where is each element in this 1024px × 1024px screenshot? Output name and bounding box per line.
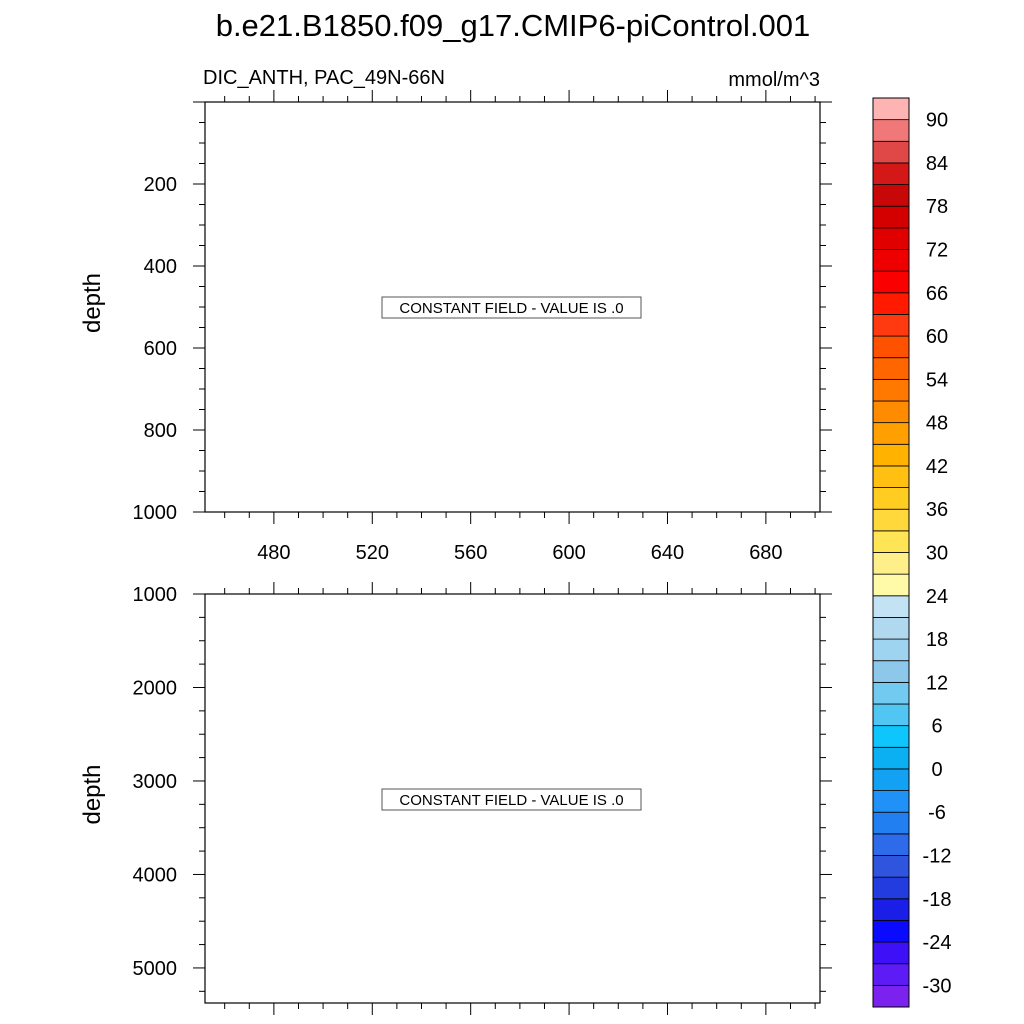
colorbar-tick-label: 18	[926, 629, 948, 651]
colorbar-swatch	[872, 790, 910, 813]
colorbar-swatch	[872, 963, 910, 986]
colorbar-swatch	[872, 941, 910, 965]
colorbar: -30 -24 -18 -12 -6 0 6 12 18 24 30 36 42 48 54 60 66 72 78…	[872, 97, 952, 1008]
y-tick-label: 1000	[133, 584, 178, 606]
colorbar-tick-label: 6	[931, 716, 942, 738]
colorbar-swatch	[872, 422, 910, 445]
x-tick-label: 520	[356, 542, 389, 564]
colorbar-swatch	[872, 270, 910, 294]
colorbar-tick-label: 72	[926, 240, 948, 262]
colorbar-swatch	[872, 400, 910, 424]
colorbar-swatch	[872, 898, 910, 921]
x-tick-label: 680	[749, 542, 782, 564]
colorbar-tick-label: 0	[931, 759, 942, 781]
y-tick-label: 200	[144, 174, 177, 196]
colorbar-tick-label: 30	[926, 543, 948, 565]
colorbar-swatch	[872, 638, 910, 662]
x-tick-label: 560	[454, 542, 487, 564]
colorbar-swatch	[872, 681, 910, 705]
y-tick-label: 5000	[133, 958, 178, 980]
y-axis-label: depth	[79, 764, 106, 824]
constant-field-note: CONSTANT FIELD - VALUE IS .0	[399, 300, 623, 317]
colorbar-tick-label: -6	[928, 802, 946, 824]
colorbar-swatch	[872, 227, 910, 250]
colorbar-swatch	[872, 617, 910, 640]
colorbar-swatch	[872, 249, 910, 272]
colorbar-tick-label: 54	[926, 369, 948, 391]
colorbar-tick-label: 66	[926, 283, 948, 305]
annotation-box	[381, 788, 642, 811]
colorbar-swatch	[872, 119, 910, 142]
y-tick-label: 4000	[133, 864, 178, 886]
colorbar-swatch	[872, 443, 910, 467]
colorbar-swatch	[872, 746, 910, 770]
y-tick-label: 1000	[133, 502, 178, 524]
colorbar-swatch	[872, 97, 910, 121]
colorbar-swatch	[872, 552, 910, 575]
colorbar-tick-label: 78	[926, 196, 948, 218]
colorbar-swatch	[872, 920, 910, 943]
colorbar-swatch	[872, 292, 910, 315]
panel-lower: 1000 2000 3000 4000 5000 depth CONSTANT FIELD …	[79, 582, 832, 1015]
colorbar-swatch	[872, 335, 910, 359]
y-tick-label: 400	[144, 256, 177, 278]
colorbar-swatch	[872, 508, 910, 532]
colorbar-swatch	[872, 357, 910, 380]
y-tick-label: 800	[144, 420, 177, 442]
subtitle-left: DIC_ANTH, PAC_49N-66N	[203, 67, 445, 89]
chart-title: b.e21.B1850.f09_g17.CMIP6-piControl.001	[216, 8, 811, 43]
colorbar-frame	[872, 97, 910, 1008]
colorbar-swatch	[872, 833, 910, 856]
colorbar-swatch	[872, 703, 910, 727]
colorbar-swatch	[872, 595, 910, 618]
colorbar-swatch	[872, 140, 910, 164]
colorbar-swatch	[872, 205, 910, 229]
y-tick-label: 600	[144, 338, 177, 360]
panel-upper: 480 520 560 600 640 680 200 400 600 800 1000 depth C…	[79, 90, 832, 564]
annotation-box	[381, 296, 642, 319]
colorbar-swatch	[872, 184, 910, 207]
constant-field-note: CONSTANT FIELD - VALUE IS .0	[399, 792, 623, 809]
x-tick-label: 480	[257, 542, 290, 564]
colorbar-tick-label: 84	[926, 153, 948, 175]
colorbar-swatch	[872, 984, 910, 1008]
colorbar-swatch	[872, 876, 910, 900]
colorbar-swatch	[872, 378, 910, 402]
colorbar-swatch	[872, 487, 910, 510]
colorbar-swatch	[872, 530, 910, 553]
colorbar-swatch	[872, 465, 910, 488]
colorbar-swatch	[872, 314, 910, 337]
y-tick-label: 3000	[133, 771, 178, 793]
colorbar-tick-label: -18	[923, 889, 952, 911]
colorbar-tick-label: 42	[926, 456, 948, 478]
y-axis-label: depth	[79, 273, 106, 333]
colorbar-swatch	[872, 725, 910, 748]
colorbar-tick-label: 12	[926, 672, 948, 694]
colorbar-swatch	[872, 768, 910, 791]
colorbar-tick-label: 36	[926, 499, 948, 521]
colorbar-tick-label: 90	[926, 110, 948, 132]
colorbar-tick-label: 24	[926, 586, 948, 608]
x-tick-label: 600	[552, 542, 585, 564]
colorbar-swatch	[872, 660, 910, 683]
x-tick-label: 640	[651, 542, 684, 564]
colorbar-swatch	[872, 811, 910, 835]
colorbar-swatch	[872, 162, 910, 185]
colorbar-tick-label: 48	[926, 413, 948, 435]
colorbar-swatch	[872, 573, 910, 597]
y-tick-label: 2000	[133, 677, 178, 699]
colorbar-tick-label: -12	[923, 846, 952, 868]
subtitle-right: mmol/m^3	[728, 69, 820, 91]
colorbar-swatch	[872, 855, 910, 878]
colorbar-tick-label: -30	[923, 975, 952, 997]
colorbar-tick-label: 60	[926, 326, 948, 348]
colorbar-tick-label: -24	[923, 932, 952, 954]
